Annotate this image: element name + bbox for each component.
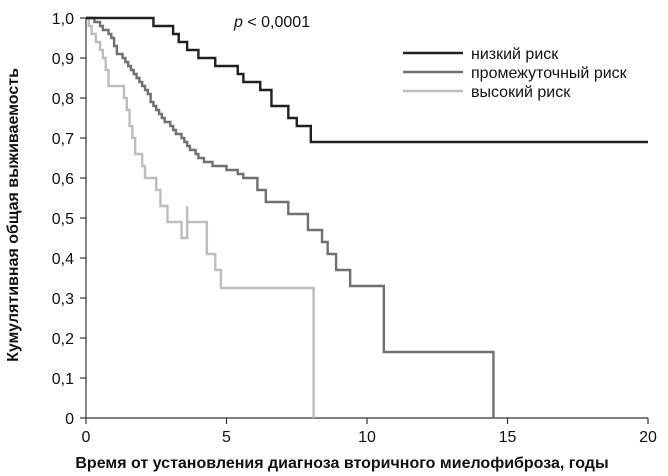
y-tick-label: 0,5 [52, 211, 74, 228]
p-value-annotation: p < 0,0001 [233, 14, 310, 31]
x-tick-label: 15 [499, 429, 517, 446]
legend: низкий риск промежуточный риск высокий рис… [403, 46, 628, 101]
series-line-1 [86, 16, 648, 144]
y-tick-label: 0,1 [52, 371, 74, 388]
y-tick-label: 0,3 [52, 291, 74, 308]
axes-group: 0 0,1 0,2 0,3 0,4 0,5 0,6 0,7 0,8 0,9 1,0 0 5 10 15 20 [52, 11, 657, 446]
y-tick-label: 0,6 [52, 171, 74, 188]
x-tick-label: 20 [639, 429, 657, 446]
y-tick-label: 0 [65, 411, 74, 428]
x-axis-title: Время от установления диагноза вторичног… [75, 455, 608, 472]
legend-label: высокий риск [471, 84, 571, 101]
legend-label: промежуточный риск [471, 65, 628, 82]
series-line-2 [86, 16, 495, 418]
x-tick-label: 0 [82, 429, 91, 446]
y-axis-title: Кумулятивная общая выживаемость [5, 68, 22, 362]
x-tick-label: 10 [358, 429, 376, 446]
y-tick-label: 1,0 [52, 11, 74, 28]
y-tick-label: 0,4 [52, 251, 74, 268]
series-layer [86, 16, 648, 418]
legend-label: низкий риск [471, 46, 559, 63]
p-symbol: p [233, 14, 243, 31]
y-tick-label: 0,8 [52, 91, 74, 108]
y-tick-label: 0,2 [52, 331, 74, 348]
y-tick-label: 0,9 [52, 51, 74, 68]
y-tick-label: 0,7 [52, 131, 74, 148]
p-value-text: < 0,0001 [247, 14, 310, 31]
series-line-3 [86, 16, 315, 418]
x-tick-label: 5 [222, 429, 231, 446]
